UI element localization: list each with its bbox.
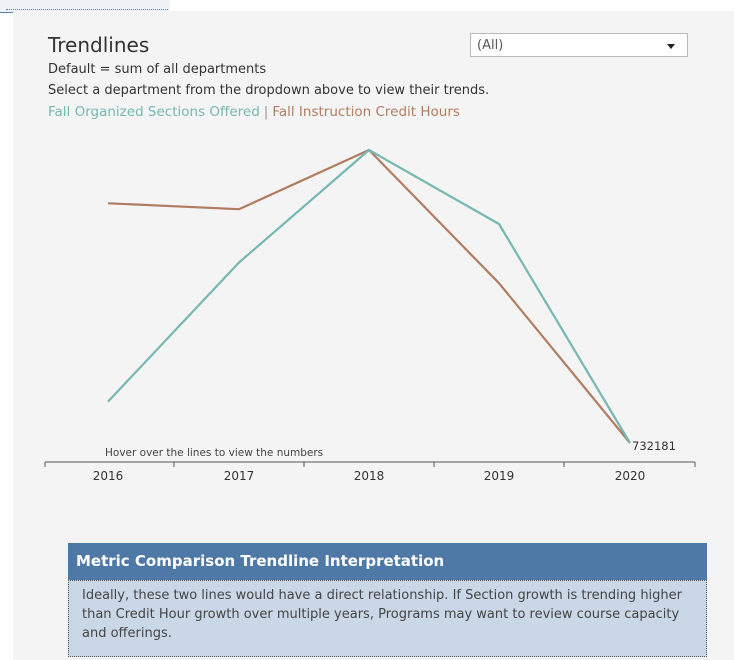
subtitle-default: Default = sum of all departments bbox=[48, 62, 267, 77]
legend-separator: | bbox=[263, 104, 269, 120]
legend-sections: Fall Organized Sections Offered bbox=[48, 104, 260, 120]
line-sections-offered[interactable] bbox=[107, 148, 631, 444]
hover-hint: Hover over the lines to view the numbers bbox=[105, 447, 323, 459]
subtitle-instructions: Select a department from the dropdown ab… bbox=[48, 83, 490, 98]
x-tick-label: 2017 bbox=[224, 469, 255, 483]
legend-credit-hours: Fall Instruction Credit Hours bbox=[272, 104, 460, 120]
legend: Fall Organized Sections Offered | Fall Ins… bbox=[48, 104, 460, 120]
interpretation-body: Ideally, these two lines would have a di… bbox=[68, 580, 707, 657]
line-credit-hours[interactable] bbox=[107, 148, 631, 444]
interpretation-title: Metric Comparison Trendline Interpretati… bbox=[68, 543, 707, 580]
end-value-label: 732181 bbox=[632, 439, 676, 453]
department-dropdown[interactable]: (All) bbox=[470, 33, 688, 57]
x-tick-label: 2019 bbox=[484, 469, 515, 483]
trend-chart[interactable]: 2016 2017 2018 2019 2020 Hover over the line… bbox=[0, 0, 734, 540]
x-tick-label: 2018 bbox=[354, 469, 385, 483]
page-title: Trendlines bbox=[48, 33, 150, 57]
x-tick-label: 2020 bbox=[615, 469, 646, 483]
x-tick-label: 2016 bbox=[93, 469, 124, 483]
dropdown-value: (All) bbox=[477, 38, 504, 53]
chevron-down-icon bbox=[667, 44, 675, 49]
